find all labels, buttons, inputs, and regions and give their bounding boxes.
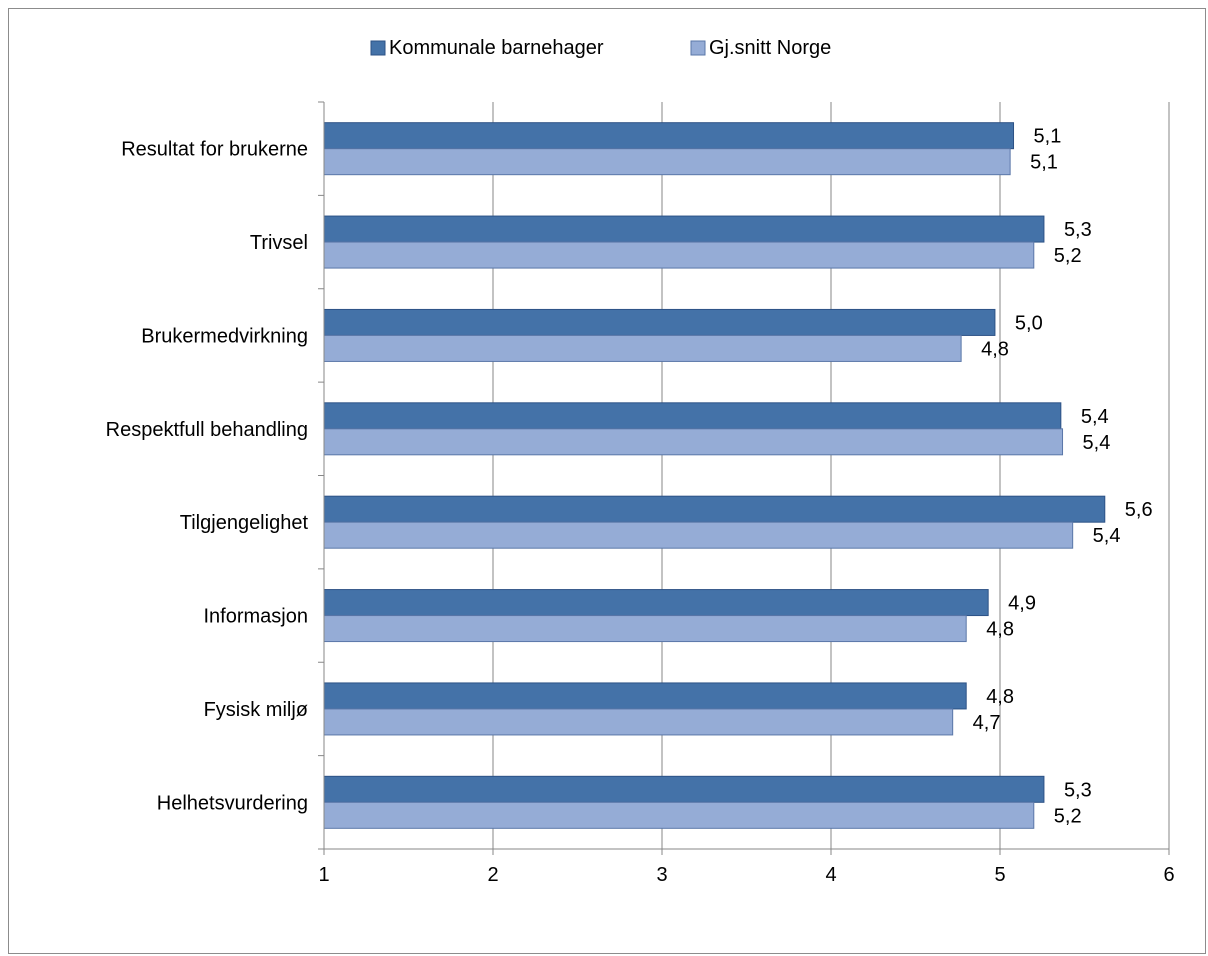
axes <box>318 101 1170 855</box>
data-label: 5,3 <box>1064 779 1092 801</box>
x-tick-label: 2 <box>487 864 498 886</box>
bar-norge <box>323 801 1035 829</box>
category-label: Fysisk miljø <box>204 699 308 721</box>
legend-label-kommunale: Kommunale barnehager <box>389 37 604 59</box>
data-label: 4,8 <box>986 686 1014 708</box>
data-label: 5,6 <box>1125 499 1153 521</box>
category-label: Informasjon <box>204 606 309 628</box>
x-tick-label: 4 <box>825 864 836 886</box>
bar-norge <box>323 428 1064 456</box>
legend-label-norge: Gj.snitt Norge <box>709 37 831 59</box>
data-label: 5,2 <box>1054 245 1082 267</box>
data-label: 4,9 <box>1008 593 1036 615</box>
bar-norge <box>323 615 967 643</box>
bar-kommunale <box>323 402 1062 430</box>
data-label: 5,4 <box>1081 406 1109 428</box>
bar-kommunale <box>323 215 1045 243</box>
category-label: Resultat for brukerne <box>121 139 308 161</box>
legend-swatch-norge <box>690 40 706 56</box>
category-label: Tilgjengelighet <box>180 512 309 534</box>
data-label: 4,8 <box>986 619 1014 641</box>
labels: 1 2 3 4 5 6 Resultat for brukerne 5,1 5,1 Trivsel… <box>106 126 1175 886</box>
chart-frame: Kommunale barnehager Gj.snitt Norge 1 2 3 4 5… <box>8 8 1206 954</box>
category-label: Brukermedvirkning <box>141 325 308 347</box>
bar-kommunale <box>323 682 967 710</box>
bar-norge <box>323 148 1011 176</box>
bar-kommunale <box>323 308 996 336</box>
legend: Kommunale barnehager Gj.snitt Norge <box>370 37 831 59</box>
x-tick-label: 5 <box>994 864 1005 886</box>
gridlines <box>492 102 1170 849</box>
data-label: 5,4 <box>1083 432 1111 454</box>
bar-kommunale <box>323 589 989 617</box>
bars <box>323 122 1106 829</box>
category-label: Helhetsvurdering <box>157 792 308 814</box>
data-label: 5,3 <box>1064 219 1092 241</box>
bar-kommunale <box>323 775 1045 803</box>
bar-norge <box>323 708 954 736</box>
data-label: 5,4 <box>1093 525 1121 547</box>
bar-norge <box>323 241 1035 269</box>
legend-swatch-kommunale <box>370 40 386 56</box>
bar-kommunale <box>323 122 1015 150</box>
horizontal-bar-chart: Kommunale barnehager Gj.snitt Norge 1 2 3 4 5… <box>106 37 1175 886</box>
x-tick-label: 1 <box>318 864 329 886</box>
x-tick-label: 6 <box>1163 864 1174 886</box>
data-label: 5,1 <box>1034 126 1062 148</box>
bar-norge <box>323 521 1074 549</box>
data-label: 5,0 <box>1015 312 1043 334</box>
x-tick-label: 3 <box>656 864 667 886</box>
data-label: 4,7 <box>973 712 1001 734</box>
category-label: Respektfull behandling <box>106 419 308 441</box>
data-label: 5,1 <box>1030 152 1058 174</box>
bar-norge <box>323 334 962 362</box>
data-label: 5,2 <box>1054 805 1082 827</box>
category-label: Trivsel <box>250 232 308 254</box>
bar-kommunale <box>323 495 1106 523</box>
data-label: 4,8 <box>981 338 1009 360</box>
